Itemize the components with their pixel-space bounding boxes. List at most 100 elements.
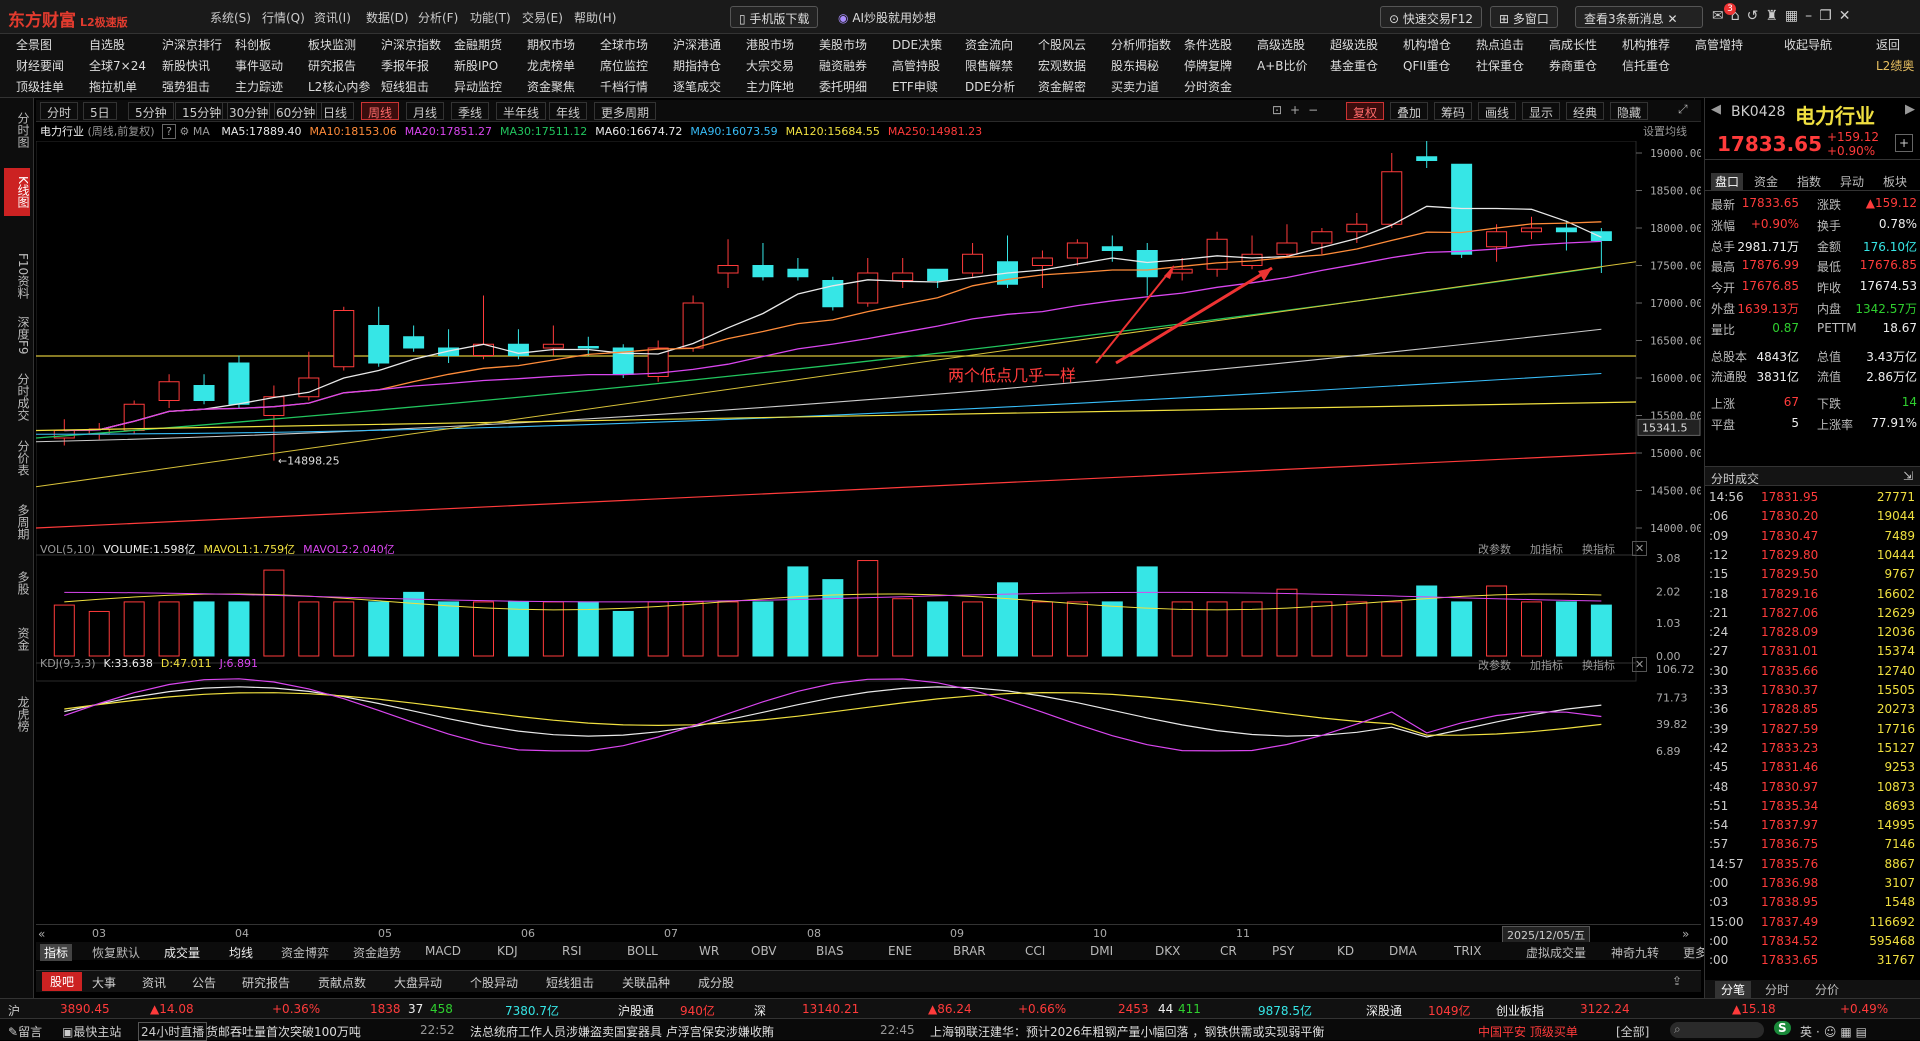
- volume-bar[interactable]: [1311, 601, 1333, 657]
- close-panel-icon[interactable]: ✕: [1632, 541, 1648, 556]
- tick-mode-tab[interactable]: 分笔: [1715, 981, 1752, 998]
- volume-bar[interactable]: [1346, 601, 1368, 657]
- nav-link[interactable]: 财经要闻: [16, 59, 65, 73]
- menu-item[interactable]: 系统(S): [210, 11, 251, 25]
- nav-link[interactable]: 自选股: [89, 38, 126, 52]
- volume-bar[interactable]: [857, 560, 879, 657]
- candle-body[interactable]: [1311, 231, 1333, 244]
- indicator-tab[interactable]: 虚拟成交量: [1526, 946, 1587, 960]
- chart-canvas[interactable]: 19000.00 18500.00 18000.00 17500.00 17000.00…: [36, 141, 1701, 924]
- nav-link[interactable]: DDE决策: [892, 38, 943, 52]
- volume-bar[interactable]: [473, 601, 494, 657]
- candle-body[interactable]: [717, 265, 739, 274]
- left-tab[interactable]: 分时成交: [16, 373, 30, 421]
- indicator-action[interactable]: 改参数: [1478, 543, 1511, 556]
- nav-link[interactable]: 逐笔成交: [673, 80, 722, 94]
- volume-bar[interactable]: [158, 601, 180, 657]
- candle-body[interactable]: [1486, 231, 1508, 248]
- nav-link[interactable]: 买卖力道: [1111, 80, 1160, 94]
- scroll-left-icon[interactable]: «: [38, 927, 46, 941]
- tick-list[interactable]: 14:56 17831.95 27771:06 17830.20 19044:09 178…: [1705, 490, 1920, 980]
- nav-link[interactable]: 港股市场: [746, 38, 795, 52]
- period-button[interactable]: 5分钟: [128, 102, 174, 120]
- chart-tool-button[interactable]: 复权: [1346, 102, 1385, 120]
- volume-bar[interactable]: [1101, 601, 1123, 657]
- candle-body[interactable]: [857, 272, 879, 304]
- period-button[interactable]: 月线: [406, 102, 445, 120]
- nav-link[interactable]: 短线狙击: [381, 80, 430, 94]
- quote-tab[interactable]: 板块: [1883, 175, 1908, 189]
- indicator-action[interactable]: 换指标: [1582, 543, 1615, 556]
- indicator-action[interactable]: 改参数: [1478, 659, 1511, 672]
- volume-bar[interactable]: [1206, 601, 1228, 657]
- candle-body[interactable]: [1206, 238, 1228, 270]
- candle-body[interactable]: [892, 272, 914, 281]
- nav-link[interactable]: 金融期货: [454, 38, 503, 52]
- candle-body[interactable]: [1555, 227, 1577, 233]
- nav-link[interactable]: 期指持仓: [673, 59, 722, 73]
- volume-bar[interactable]: [1521, 601, 1542, 657]
- candle-body[interactable]: [682, 302, 704, 349]
- volume-bar[interactable]: [787, 566, 809, 657]
- chart-tool-button[interactable]: 显示: [1522, 102, 1561, 120]
- volume-bar[interactable]: [752, 601, 774, 657]
- volume-bar[interactable]: [1031, 601, 1053, 657]
- nav-link[interactable]: 龙虎榜单: [527, 59, 576, 73]
- period-button[interactable]: 年线: [549, 102, 588, 120]
- nav-link[interactable]: 资金解密: [1038, 80, 1087, 94]
- indicator-tab[interactable]: 资金趋势: [353, 946, 402, 960]
- volume-bar[interactable]: [682, 601, 704, 657]
- indicator-tab[interactable]: KDJ: [497, 944, 518, 958]
- candle-body[interactable]: [927, 268, 949, 281]
- chart-zoom-icons[interactable]: ⊡+−: [1272, 103, 1327, 117]
- nav-link[interactable]: 期权市场: [527, 38, 576, 52]
- expand-icon[interactable]: ⇲: [1903, 469, 1914, 483]
- indicator-tab[interactable]: 指标: [40, 944, 73, 961]
- sz-index[interactable]: 13140.21: [802, 1002, 860, 1016]
- candle-body[interactable]: [962, 253, 984, 274]
- news-tab[interactable]: 资讯: [142, 976, 167, 990]
- menu-item[interactable]: 数据(D): [366, 11, 409, 25]
- news-tab[interactable]: 关联品种: [622, 976, 671, 990]
- nav-link[interactable]: 强势狙击: [162, 80, 211, 94]
- volume-bar[interactable]: [368, 601, 390, 657]
- nav-link[interactable]: 超级选股: [1330, 38, 1379, 52]
- candle-body[interactable]: [1276, 242, 1298, 255]
- volume-bar[interactable]: [997, 582, 1018, 657]
- indicator-tab[interactable]: 恢复默认: [92, 946, 141, 960]
- volume-bar[interactable]: [1416, 585, 1438, 657]
- cyb-value[interactable]: 3122.24: [1580, 1002, 1630, 1016]
- volume-bar[interactable]: [263, 569, 285, 657]
- volume-bar[interactable]: [612, 610, 634, 657]
- nav-link[interactable]: 信托重仓: [1622, 59, 1671, 73]
- nav-link[interactable]: 季报年报: [381, 59, 430, 73]
- volume-bar[interactable]: [1555, 601, 1577, 657]
- nav-link[interactable]: 高成长性: [1549, 38, 1598, 52]
- indicator-action[interactable]: 加指标: [1530, 543, 1563, 556]
- volume-bar[interactable]: [123, 601, 145, 657]
- nav-link[interactable]: A+B比价: [1257, 59, 1308, 73]
- chart-tool-button[interactable]: 经典: [1566, 102, 1605, 120]
- volume-bar[interactable]: [1486, 585, 1508, 657]
- nav-link[interactable]: 机构推荐: [1622, 38, 1671, 52]
- nav-link[interactable]: 沪深京指数: [381, 38, 442, 52]
- volume-bar[interactable]: [1241, 601, 1263, 657]
- nav-link[interactable]: 沪深港通: [673, 38, 722, 52]
- sh-index[interactable]: 3890.45: [60, 1002, 110, 1016]
- volume-bar[interactable]: [53, 604, 75, 657]
- nav-link[interactable]: 委托明细: [819, 80, 868, 94]
- nav-link[interactable]: 资金流向: [965, 38, 1014, 52]
- candles[interactable]: [53, 141, 1612, 461]
- close-panel-icon[interactable]: ✕: [1632, 657, 1648, 672]
- nav-link[interactable]: 券商重仓: [1549, 59, 1598, 73]
- menu-item[interactable]: 资讯(I): [314, 11, 351, 25]
- period-button[interactable]: 半年线: [496, 102, 547, 120]
- nav-link[interactable]: 条件选股: [1184, 38, 1233, 52]
- period-button[interactable]: 30分钟: [222, 102, 276, 120]
- nav-link[interactable]: 拖拉机单: [89, 80, 138, 94]
- candle-body[interactable]: [438, 347, 460, 356]
- nav-link[interactable]: QFII重仓: [1403, 59, 1451, 73]
- volume-bar[interactable]: [1451, 601, 1473, 657]
- indicator-tab[interactable]: DMA: [1389, 944, 1417, 958]
- candle-body[interactable]: [1171, 268, 1193, 274]
